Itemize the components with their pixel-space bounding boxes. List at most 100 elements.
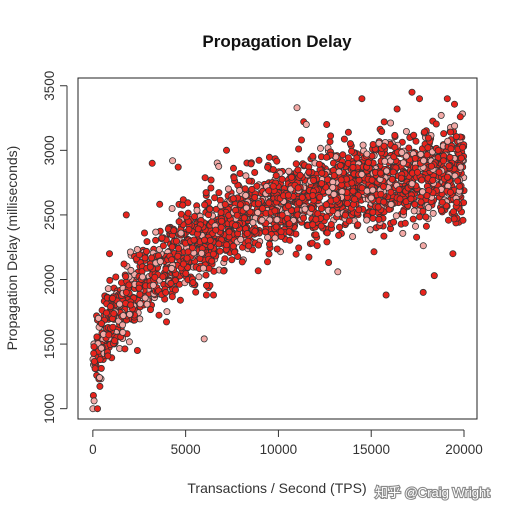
data-point bbox=[444, 216, 452, 224]
data-point bbox=[278, 175, 286, 183]
data-point bbox=[286, 236, 294, 244]
data-point bbox=[308, 205, 316, 213]
data-point bbox=[215, 162, 223, 170]
data-point bbox=[346, 140, 354, 148]
data-point bbox=[156, 257, 164, 265]
data-point bbox=[159, 242, 167, 250]
data-point bbox=[273, 216, 281, 224]
data-point bbox=[415, 95, 423, 103]
data-point bbox=[179, 201, 187, 209]
data-point bbox=[136, 300, 144, 308]
data-point bbox=[318, 179, 326, 187]
data-point bbox=[163, 308, 171, 316]
data-point bbox=[264, 163, 272, 171]
data-point bbox=[302, 121, 310, 129]
data-point bbox=[387, 200, 395, 208]
data-point bbox=[329, 183, 337, 191]
data-point bbox=[207, 243, 215, 251]
data-point bbox=[326, 138, 334, 146]
data-point bbox=[148, 159, 156, 167]
data-point bbox=[345, 217, 353, 225]
data-point bbox=[389, 168, 397, 176]
data-point bbox=[146, 306, 154, 314]
data-point bbox=[443, 173, 451, 181]
data-point bbox=[424, 144, 432, 152]
data-point bbox=[149, 281, 157, 289]
data-point bbox=[217, 223, 225, 231]
data-point bbox=[305, 253, 313, 261]
data-point bbox=[325, 258, 333, 266]
data-point bbox=[215, 189, 223, 197]
data-point bbox=[147, 254, 155, 262]
data-point bbox=[323, 213, 331, 221]
data-point bbox=[265, 199, 273, 207]
data-point bbox=[341, 211, 349, 219]
data-point bbox=[111, 337, 119, 345]
data-point bbox=[242, 204, 250, 212]
data-point bbox=[298, 193, 306, 201]
data-point bbox=[358, 170, 366, 178]
data-point bbox=[457, 154, 465, 162]
data-point bbox=[168, 256, 176, 264]
data-point bbox=[285, 167, 293, 175]
data-point bbox=[430, 272, 438, 280]
data-point bbox=[351, 195, 359, 203]
data-point bbox=[374, 203, 382, 211]
data-point bbox=[277, 228, 285, 236]
data-point bbox=[172, 237, 180, 245]
data-point bbox=[215, 240, 223, 248]
data-point bbox=[190, 236, 198, 244]
data-point bbox=[315, 160, 323, 168]
data-point bbox=[397, 174, 405, 182]
data-point bbox=[427, 162, 435, 170]
data-point bbox=[104, 352, 112, 360]
data-point bbox=[363, 150, 371, 158]
data-point bbox=[432, 120, 440, 128]
x-tick-label: 10000 bbox=[260, 442, 298, 457]
data-point bbox=[409, 215, 417, 223]
data-point bbox=[265, 187, 273, 195]
data-point bbox=[96, 374, 104, 382]
data-point bbox=[183, 254, 191, 262]
data-point bbox=[94, 314, 102, 322]
data-point bbox=[272, 223, 280, 231]
data-point bbox=[265, 240, 273, 248]
data-point bbox=[285, 220, 293, 228]
data-point bbox=[126, 248, 134, 256]
data-point bbox=[93, 333, 101, 341]
data-point bbox=[174, 163, 182, 171]
data-point bbox=[363, 187, 371, 195]
data-point bbox=[107, 303, 115, 311]
data-point bbox=[284, 202, 292, 210]
data-point bbox=[452, 133, 460, 141]
y-tick-label: 2500 bbox=[42, 200, 57, 230]
data-point bbox=[420, 128, 428, 136]
data-point bbox=[323, 153, 331, 161]
data-point bbox=[375, 139, 383, 147]
data-point bbox=[411, 154, 419, 162]
data-point bbox=[439, 157, 447, 165]
data-point bbox=[200, 335, 208, 343]
data-point bbox=[218, 217, 226, 225]
data-point bbox=[254, 209, 262, 217]
data-point bbox=[254, 199, 262, 207]
data-point bbox=[189, 279, 197, 287]
chart-title: Propagation Delay bbox=[202, 32, 352, 51]
data-point bbox=[301, 205, 309, 213]
data-point bbox=[251, 193, 259, 201]
data-point bbox=[295, 199, 303, 207]
data-point bbox=[454, 177, 462, 185]
data-point bbox=[340, 135, 348, 143]
data-point bbox=[445, 162, 453, 170]
data-point bbox=[254, 267, 262, 275]
data-point bbox=[402, 127, 410, 135]
data-point bbox=[177, 229, 185, 237]
data-point bbox=[171, 286, 179, 294]
data-point bbox=[437, 111, 445, 119]
data-point bbox=[182, 269, 190, 277]
data-point bbox=[411, 200, 419, 208]
data-point bbox=[231, 248, 239, 256]
data-point bbox=[408, 88, 416, 96]
data-point bbox=[94, 405, 102, 413]
